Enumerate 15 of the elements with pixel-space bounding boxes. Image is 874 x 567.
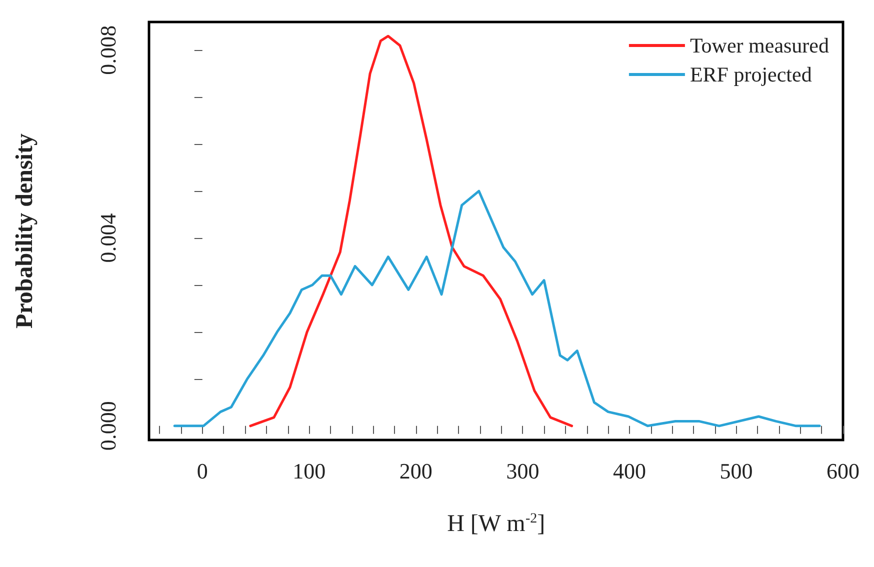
x-tick-label: 500 (720, 458, 753, 484)
y-tick-label: 0.004 (96, 213, 120, 263)
y-tick-label: 0.000 (96, 401, 120, 451)
line-series (173, 190, 821, 428)
x-tick-label: 200 (399, 458, 432, 484)
x-tick-label: 600 (826, 458, 860, 484)
y-axis-title: Probability density (12, 134, 38, 328)
x-tick-label: 400 (612, 458, 646, 484)
legend-label: Tower measured (690, 34, 830, 58)
y-tick-label: 0.008 (96, 25, 120, 75)
x-tick-label: 0 (196, 458, 208, 484)
x-tick-label: 100 (292, 458, 326, 484)
legend-label: ERF projected (690, 62, 812, 86)
x-tick-label: 300 (506, 458, 540, 484)
line-series (249, 34, 574, 428)
